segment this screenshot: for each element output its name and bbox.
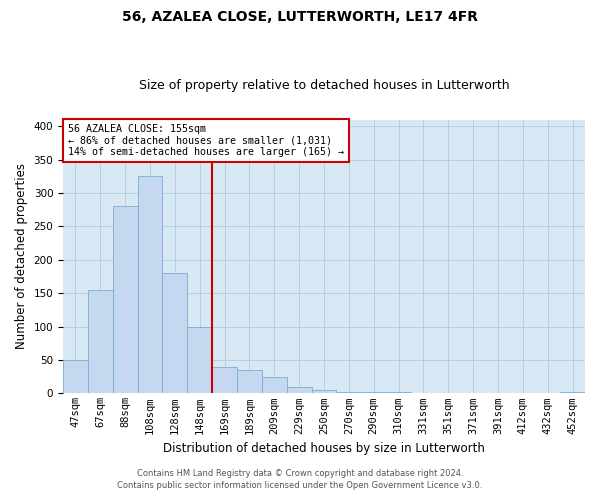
Text: 56, AZALEA CLOSE, LUTTERWORTH, LE17 4FR: 56, AZALEA CLOSE, LUTTERWORTH, LE17 4FR [122,10,478,24]
Bar [337,392,361,394]
X-axis label: Distribution of detached houses by size in Lutterworth: Distribution of detached houses by size … [163,442,485,455]
Bar [63,360,88,394]
Bar [88,290,113,394]
Bar [560,392,585,394]
Bar [262,376,287,394]
Text: 56 AZALEA CLOSE: 155sqm
← 86% of detached houses are smaller (1,031)
14% of semi: 56 AZALEA CLOSE: 155sqm ← 86% of detache… [68,124,344,157]
Bar [237,370,262,394]
Bar [386,392,411,394]
Title: Size of property relative to detached houses in Lutterworth: Size of property relative to detached ho… [139,79,509,92]
Bar [361,392,386,394]
Bar [311,390,337,394]
Bar [137,176,163,394]
Y-axis label: Number of detached properties: Number of detached properties [15,164,28,350]
Text: Contains HM Land Registry data © Crown copyright and database right 2024.
Contai: Contains HM Land Registry data © Crown c… [118,468,482,490]
Bar [187,326,212,394]
Bar [212,366,237,394]
Bar [287,386,311,394]
Bar [163,273,187,394]
Bar [113,206,137,394]
